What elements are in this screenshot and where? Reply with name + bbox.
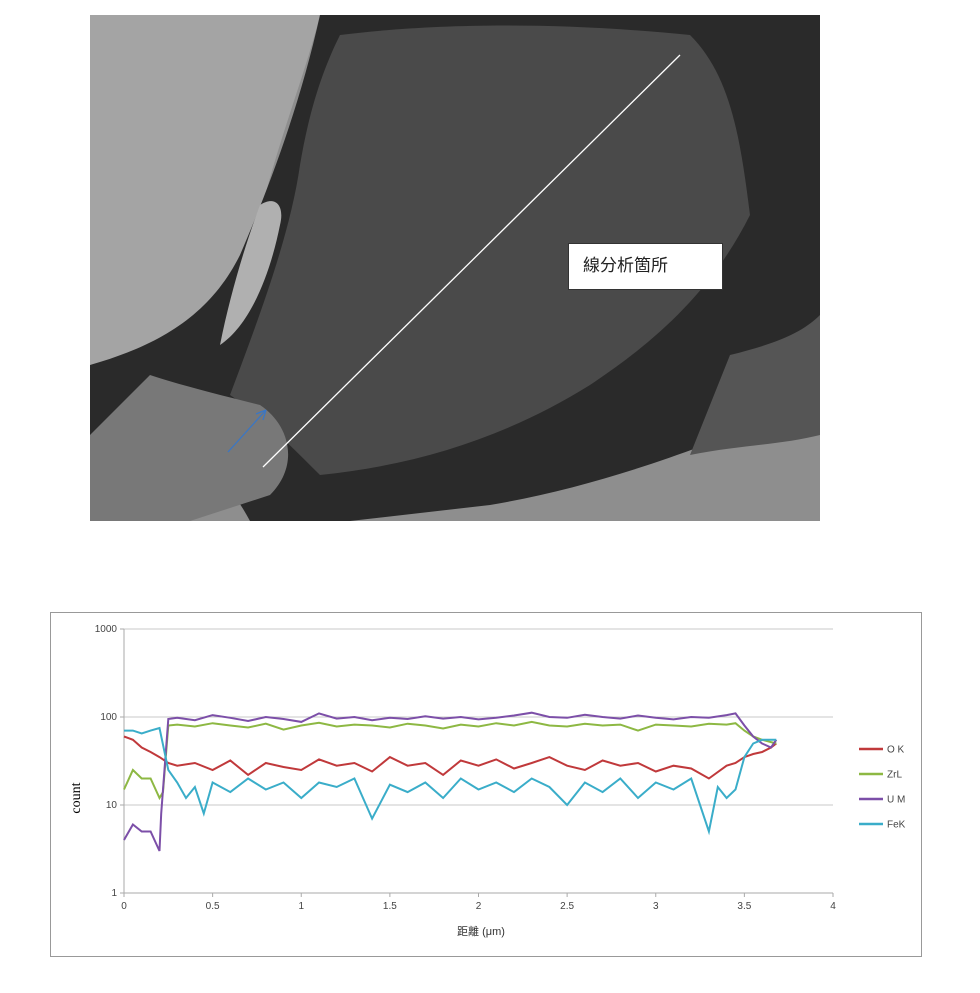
- y-tick-label: 10: [106, 800, 118, 811]
- x-tick-label: 0.5: [206, 901, 220, 912]
- dark-band: [690, 315, 820, 455]
- legend-label: U M: [887, 795, 905, 806]
- y-tick-label: 100: [100, 712, 117, 723]
- legend-label: ZrL: [887, 770, 902, 781]
- series-line-um: [123, 711, 778, 852]
- bright-streak: [220, 201, 282, 345]
- legend-label: FeK: [887, 820, 906, 831]
- particle-lower-left: [90, 375, 289, 521]
- series-line-ok: [123, 735, 777, 780]
- annotation-label: 線分析箇所: [568, 243, 723, 290]
- x-tick-label: 1: [298, 901, 304, 912]
- legend-label: O K: [887, 745, 905, 756]
- bright-region: [90, 15, 320, 395]
- y-axis-label: count: [69, 782, 84, 813]
- chart-frame: 1 10 100 1000 0 0.5 1 1.5 2 2.5 3 3.5 4 O K ZrL U M FeK …: [50, 612, 922, 957]
- x-tick-label: 1.5: [383, 901, 397, 912]
- y-tick-label: 1000: [95, 624, 118, 635]
- x-tick-label: 4: [830, 901, 836, 912]
- series-line-fek: [124, 726, 777, 836]
- line-analysis-path: [262, 54, 681, 468]
- series-line-zrl: [123, 720, 777, 801]
- x-axis-label: 距離 (μm): [457, 924, 505, 938]
- x-tick-label: 3: [653, 901, 659, 912]
- x-tick-label: 2: [476, 901, 482, 912]
- grain-interior: [230, 25, 750, 475]
- y-tick-label: 1: [111, 888, 117, 899]
- x-tick-label: 2.5: [560, 901, 574, 912]
- arrow-head-icon: [255, 409, 267, 421]
- x-tick-label: 3.5: [737, 901, 751, 912]
- x-tick-label: 0: [121, 901, 127, 912]
- direction-arrow: [227, 409, 267, 453]
